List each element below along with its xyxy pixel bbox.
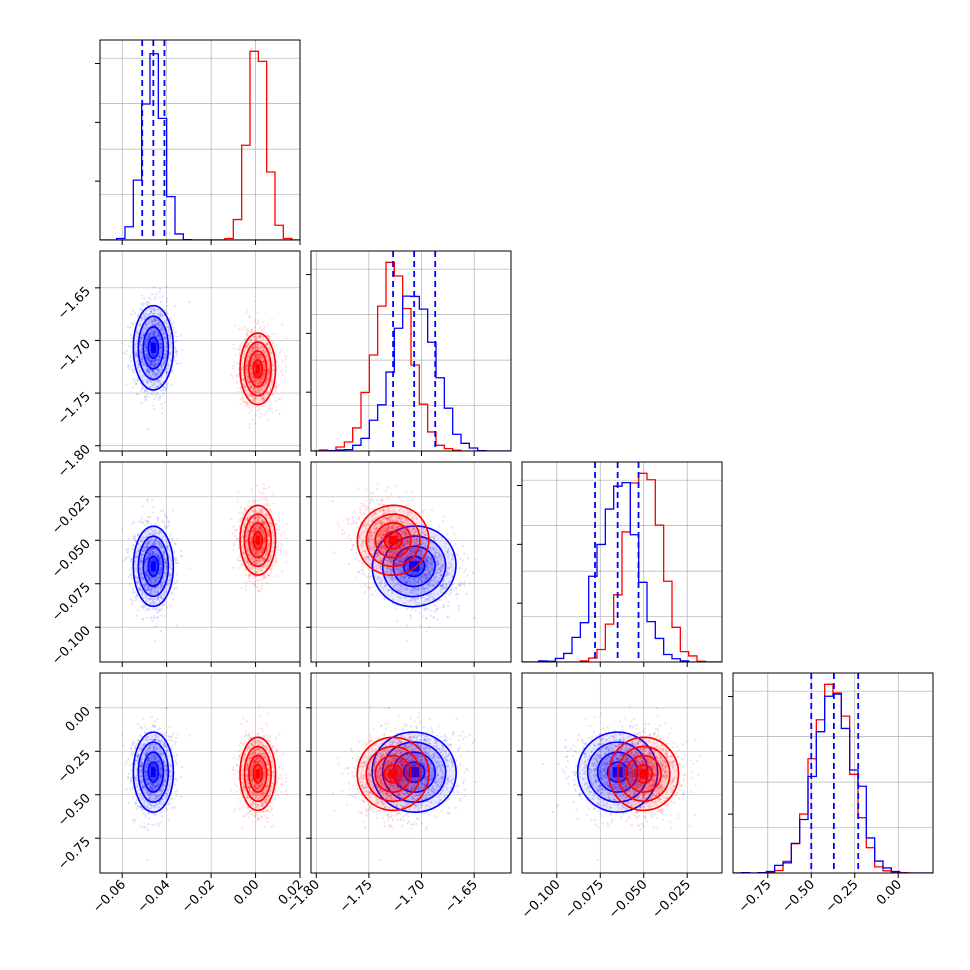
x-tick-label: −0.025 bbox=[649, 877, 694, 922]
histogram-series-1 bbox=[100, 50, 300, 240]
histogram-series-0 bbox=[733, 693, 933, 873]
panel-frame bbox=[99, 461, 301, 663]
panel-frame bbox=[99, 39, 301, 241]
density-peak-series-0 bbox=[150, 561, 156, 572]
y-tick-label: −0.100 bbox=[49, 623, 94, 668]
panel-frame bbox=[310, 250, 512, 452]
panel-frame bbox=[732, 672, 934, 874]
y-tick-label: −0.075 bbox=[49, 580, 94, 625]
panel-0-0 bbox=[95, 39, 301, 245]
density-peak-series-0 bbox=[408, 767, 420, 778]
density-peak-series-1 bbox=[255, 769, 260, 779]
x-tick-label: −0.50 bbox=[779, 877, 818, 916]
panel-frame bbox=[310, 461, 512, 663]
y-tick-label: −1.75 bbox=[55, 389, 94, 428]
y-tick-label: −0.25 bbox=[55, 747, 94, 786]
x-tick-label: 0.00 bbox=[231, 877, 262, 908]
panel-3-0 bbox=[95, 672, 301, 878]
panel-frame bbox=[99, 250, 301, 452]
panel-frame bbox=[521, 672, 723, 874]
panel-3-2 bbox=[517, 672, 723, 878]
panel-3-3 bbox=[728, 672, 934, 878]
y-tick-label: −1.70 bbox=[55, 337, 94, 376]
x-tick-label: −0.25 bbox=[823, 877, 862, 916]
x-tick-label: −0.06 bbox=[90, 877, 129, 916]
histogram-series-0 bbox=[100, 53, 300, 240]
x-tick-label: −0.75 bbox=[736, 877, 775, 916]
density-peak-series-0 bbox=[408, 561, 420, 572]
density-peak-series-0 bbox=[150, 767, 156, 778]
density-peak-series-1 bbox=[388, 769, 398, 779]
x-tick-label: −0.100 bbox=[519, 877, 564, 922]
x-tick-label: −1.75 bbox=[337, 877, 376, 916]
panel-2-1 bbox=[306, 461, 512, 667]
density-peak-series-1 bbox=[255, 364, 260, 374]
x-tick-label: −0.02 bbox=[179, 877, 218, 916]
x-tick-label: −1.65 bbox=[442, 877, 481, 916]
panel-frame bbox=[99, 672, 301, 874]
density-peak-series-1 bbox=[388, 535, 398, 545]
x-tick-label: −1.70 bbox=[390, 877, 429, 916]
panel-1-1 bbox=[306, 250, 512, 456]
panel-frame bbox=[310, 672, 512, 874]
y-tick-label: −0.025 bbox=[49, 493, 94, 538]
x-tick-label: 0.00 bbox=[874, 877, 905, 908]
panel-frame bbox=[521, 461, 723, 663]
y-tick-label: 0.00 bbox=[63, 704, 94, 735]
panel-2-2 bbox=[517, 461, 723, 667]
panel-3-1 bbox=[306, 672, 512, 878]
x-tick-label: −0.075 bbox=[562, 877, 607, 922]
x-tick-label: −0.050 bbox=[606, 877, 651, 922]
histogram-series-1 bbox=[522, 472, 722, 662]
density-peak-series-1 bbox=[639, 769, 649, 779]
density-peak-series-1 bbox=[255, 535, 260, 545]
density-peak-series-0 bbox=[150, 342, 156, 354]
histogram-series-0 bbox=[311, 295, 511, 451]
x-tick-label: −0.04 bbox=[135, 877, 174, 916]
y-tick-label: −1.65 bbox=[55, 284, 94, 323]
panel-2-0 bbox=[95, 461, 301, 667]
y-tick-label: −0.75 bbox=[55, 834, 94, 873]
y-tick-label: −1.80 bbox=[55, 442, 94, 481]
y-tick-label: −0.050 bbox=[49, 536, 94, 581]
histogram-series-1 bbox=[311, 261, 511, 451]
panel-1-0 bbox=[95, 250, 301, 456]
y-tick-label: −0.50 bbox=[55, 791, 94, 830]
